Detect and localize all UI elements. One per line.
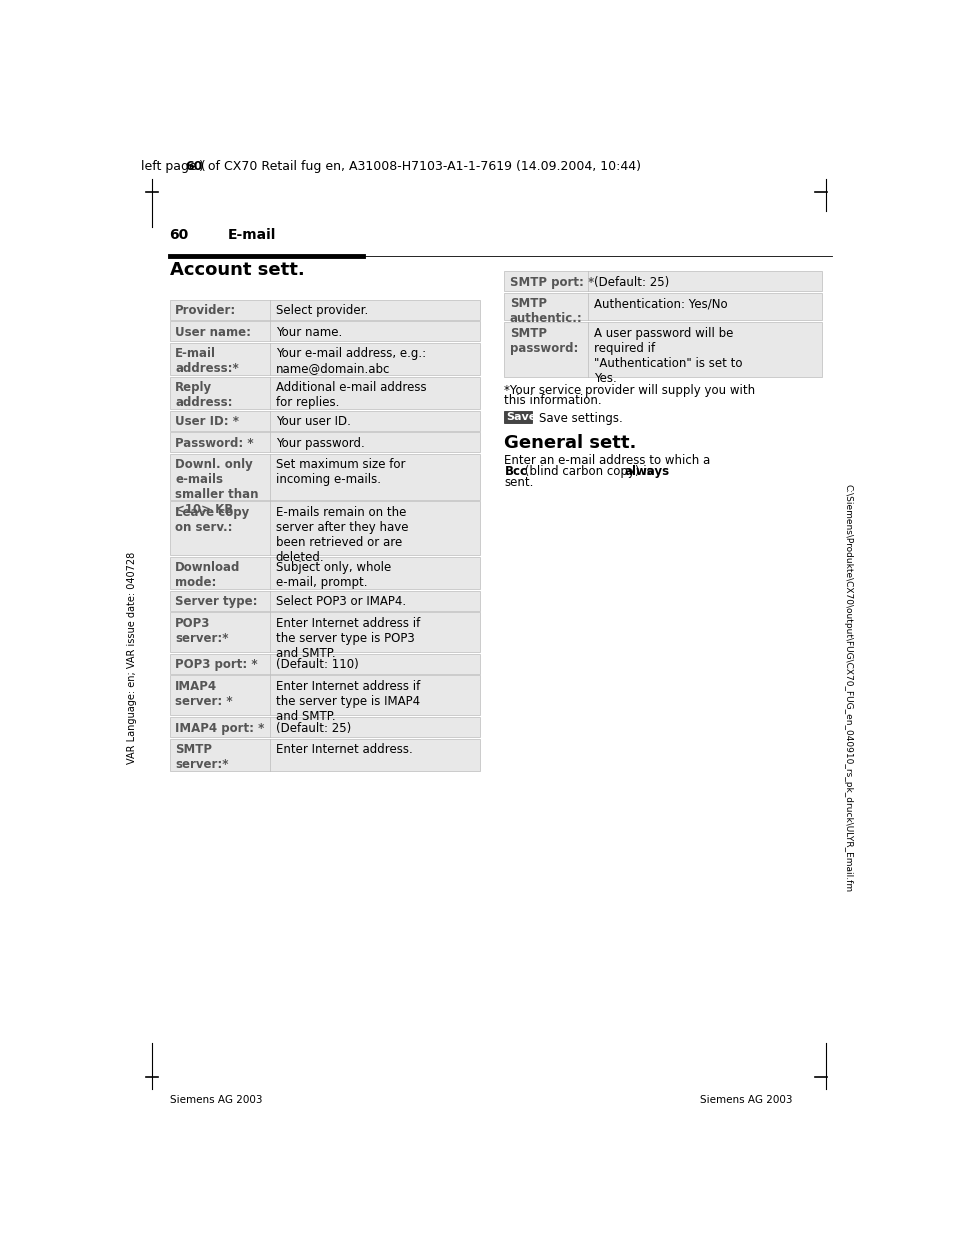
Bar (504, 293, 821, 320)
Text: Set maximum size for
incoming e-mails.: Set maximum size for incoming e-mails. (275, 459, 405, 486)
Text: Your e-mail address, e.g.:
name@domain.abc: Your e-mail address, e.g.: name@domain.a… (275, 348, 425, 375)
Bar (504, 272, 821, 292)
Text: Your user ID.: Your user ID. (275, 415, 351, 429)
Text: Password: *: Password: * (174, 437, 253, 450)
Bar (504, 321, 821, 378)
Text: SMTP
authentic.:: SMTP authentic.: (509, 298, 582, 325)
Text: (blind carbon copy) is: (blind carbon copy) is (521, 465, 657, 478)
Text: sent.: sent. (504, 476, 534, 488)
Text: *Your service provider will supply you with: *Your service provider will supply you w… (504, 384, 755, 396)
Text: SMTP
server:*: SMTP server:* (174, 743, 229, 771)
Bar (170, 557, 479, 589)
Bar (170, 321, 479, 341)
Text: ) of CX70 Retail fug en, A31008-H7103-A1-1-7619 (14.09.2004, 10:44): ) of CX70 Retail fug en, A31008-H7103-A1… (199, 161, 640, 173)
Text: POP3
server:*: POP3 server:* (174, 617, 229, 645)
Bar (170, 410, 479, 431)
Bar (170, 501, 479, 556)
Text: E-mail
address:*: E-mail address:* (174, 348, 238, 375)
Text: IMAP4 port: *: IMAP4 port: * (174, 721, 264, 735)
Text: SMTP port: *: SMTP port: * (509, 275, 594, 289)
Text: this information.: this information. (504, 394, 601, 406)
Bar (504, 410, 532, 422)
Text: 60: 60 (185, 161, 202, 173)
Bar (170, 716, 479, 738)
Text: Download
mode:: Download mode: (174, 562, 240, 589)
Text: Siemens AG 2003: Siemens AG 2003 (700, 1095, 792, 1105)
Bar (170, 675, 479, 715)
Text: A user password will be
required if
"Authentication" is set to
Yes.: A user password will be required if "Aut… (593, 326, 741, 385)
Text: SMTP
password:: SMTP password: (509, 326, 578, 355)
Text: Server type:: Server type: (174, 596, 257, 608)
Text: Provider:: Provider: (174, 304, 236, 318)
Text: Subject only, whole
e-mail, prompt.: Subject only, whole e-mail, prompt. (275, 562, 391, 589)
Bar (170, 739, 479, 771)
Text: left page (: left page ( (141, 161, 205, 173)
Text: (Default: 110): (Default: 110) (275, 658, 358, 672)
Text: Save: Save (506, 412, 537, 422)
Text: User ID: *: User ID: * (174, 415, 239, 429)
Bar (170, 591, 479, 611)
Text: VAR Language: en; VAR issue date: 040728: VAR Language: en; VAR issue date: 040728 (127, 552, 136, 764)
Text: Account sett.: Account sett. (170, 262, 304, 279)
Text: Enter Internet address.: Enter Internet address. (275, 743, 412, 756)
Bar (170, 432, 479, 452)
Text: Select POP3 or IMAP4.: Select POP3 or IMAP4. (275, 596, 405, 608)
Text: POP3 port: *: POP3 port: * (174, 658, 257, 672)
Text: Your name.: Your name. (275, 326, 342, 339)
Text: General sett.: General sett. (504, 435, 637, 452)
Text: Enter Internet address if
the server type is IMAP4
and SMTP.: Enter Internet address if the server typ… (275, 680, 419, 723)
Text: Additional e-mail address
for replies.: Additional e-mail address for replies. (275, 381, 426, 409)
Text: always: always (624, 465, 669, 478)
Text: (Default: 25): (Default: 25) (593, 275, 668, 289)
Text: C:\Siemens\Produkte\CX70\output\FUG\CX70_FUG_en_040910_rs_pk_druck\ULYR_Email.fm: C:\Siemens\Produkte\CX70\output\FUG\CX70… (842, 485, 851, 892)
Bar (170, 376, 479, 409)
Bar (170, 300, 479, 320)
Text: (Default: 25): (Default: 25) (275, 721, 351, 735)
Text: Enter an e-mail address to which a: Enter an e-mail address to which a (504, 455, 710, 467)
Text: Enter Internet address if
the server type is POP3
and SMTP.: Enter Internet address if the server typ… (275, 617, 419, 660)
Text: Bcc: Bcc (504, 465, 527, 478)
Bar (170, 454, 479, 500)
Text: Downl. only
e-mails
smaller than
<10> KB: Downl. only e-mails smaller than <10> KB (174, 459, 258, 516)
Text: 60: 60 (170, 228, 189, 242)
Text: Authentication: Yes/No: Authentication: Yes/No (593, 298, 726, 310)
Text: IMAP4
server: *: IMAP4 server: * (174, 680, 233, 708)
Text: Siemens AG 2003: Siemens AG 2003 (170, 1095, 262, 1105)
Text: Your password.: Your password. (275, 437, 364, 450)
Bar (170, 612, 479, 653)
Text: E-mail: E-mail (228, 228, 275, 242)
Text: User name:: User name: (174, 326, 251, 339)
Text: E-mails remain on the
server after they have
been retrieved or are
deleted.: E-mails remain on the server after they … (275, 506, 408, 564)
Text: Leave copy
on serv.:: Leave copy on serv.: (174, 506, 249, 535)
Text: Save settings.: Save settings. (537, 412, 621, 425)
Bar (170, 343, 479, 375)
Text: Select provider.: Select provider. (275, 304, 368, 318)
Text: Reply
address:: Reply address: (174, 381, 233, 409)
Bar (170, 654, 479, 674)
